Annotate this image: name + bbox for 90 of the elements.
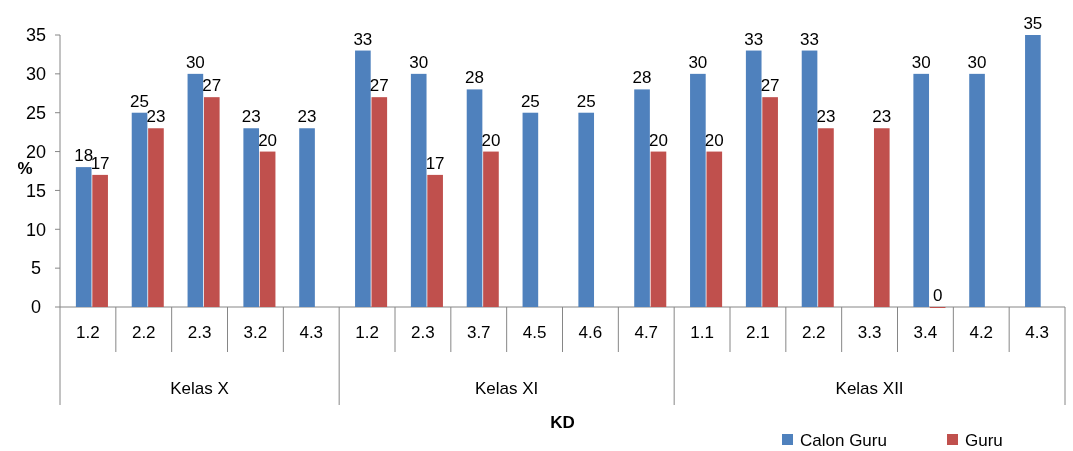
bar <box>75 167 92 307</box>
data-label: 23 <box>872 107 892 127</box>
text: Kelas XI <box>475 378 539 398</box>
x-tick-label: 1.1 <box>690 322 714 342</box>
x-tick-label: 2.3 <box>411 322 435 342</box>
data-label: 23 <box>241 107 261 127</box>
y-tick-label: 0 <box>30 297 42 318</box>
data-label: 25 <box>576 91 596 111</box>
x-tick-label: 2.2 <box>801 322 826 342</box>
data-label: 33 <box>800 29 819 49</box>
x-tick-label: 4.3 <box>1025 322 1049 342</box>
bar <box>873 128 890 307</box>
x-axis-title: KD <box>550 413 575 432</box>
data-label: 33 <box>744 29 764 49</box>
y-tick-label: 15 <box>25 180 47 201</box>
data-label: 30 <box>967 52 987 72</box>
data-label: 20 <box>258 130 278 150</box>
data-label: 28 <box>632 68 652 88</box>
data-label: 27 <box>369 76 389 96</box>
bar <box>762 97 778 307</box>
bar <box>913 73 930 307</box>
y-axis-title: % <box>17 159 33 178</box>
bar <box>466 89 483 307</box>
data-label: 23 <box>816 107 836 127</box>
data-label: 30 <box>688 52 708 72</box>
bar <box>650 151 667 307</box>
bar <box>299 128 315 307</box>
x-tick-label: 2.3 <box>187 322 212 342</box>
x-tick-label: 4.2 <box>969 322 994 342</box>
x-tick-label: 4.6 <box>578 322 603 342</box>
x-tick-label: 1.2 <box>76 322 100 342</box>
bar <box>131 112 148 307</box>
bar <box>259 151 276 307</box>
y-tick-label: 5 <box>30 258 42 279</box>
x-tick-label: 3.7 <box>466 322 491 342</box>
y-tick-label: 30 <box>25 64 47 85</box>
data-label: 27 <box>202 76 222 96</box>
data-label: 30 <box>911 52 931 72</box>
bar <box>203 97 220 307</box>
bar <box>818 128 834 307</box>
text: Kelas XII <box>835 378 904 398</box>
bar <box>148 128 164 307</box>
data-label: 33 <box>353 29 373 49</box>
bar <box>92 174 108 307</box>
bar <box>427 174 443 307</box>
data-label: 20 <box>649 130 668 150</box>
text: Kelas X <box>170 378 229 398</box>
bar <box>969 73 985 307</box>
bar <box>706 151 723 307</box>
data-label: 30 <box>185 52 205 72</box>
x-tick-label: 2.1 <box>746 322 770 342</box>
bar <box>483 151 499 307</box>
y-tick-label: 25 <box>25 103 47 124</box>
bar <box>801 50 818 307</box>
bar <box>355 50 371 307</box>
y-tick-label: 35 <box>25 25 47 46</box>
data-label: 30 <box>409 52 429 72</box>
data-label: 35 <box>1023 14 1043 33</box>
bar <box>371 97 388 307</box>
x-tick-label: 4.7 <box>634 322 659 342</box>
x-tick-label: 3.3 <box>857 322 882 342</box>
data-label: 23 <box>146 107 166 127</box>
legend-label: Guru <box>965 430 1003 450</box>
bar <box>745 50 762 307</box>
data-label: 20 <box>704 130 724 150</box>
data-label: 17 <box>425 153 445 173</box>
legend-label: Calon Guru <box>800 430 887 450</box>
data-label: 20 <box>481 130 501 150</box>
data-label: 0 <box>932 286 943 305</box>
x-tick-label: 2.2 <box>131 322 156 342</box>
y-tick-label: 20 <box>25 141 47 162</box>
bar <box>578 112 595 307</box>
data-label: 27 <box>760 76 780 96</box>
bar <box>410 73 427 307</box>
bar <box>243 128 260 307</box>
bar <box>522 112 539 307</box>
data-label: 28 <box>465 68 484 88</box>
x-tick-label: 4.3 <box>299 322 324 342</box>
bar <box>187 73 204 307</box>
data-label: 25 <box>520 91 540 111</box>
data-label: 23 <box>297 107 317 127</box>
bar <box>634 89 650 307</box>
x-tick-label: 1.2 <box>355 322 379 342</box>
data-label: 25 <box>130 91 149 111</box>
y-tick-label: 10 <box>25 219 47 240</box>
x-tick-label: 3.4 <box>913 322 938 342</box>
x-tick-label: 3.2 <box>243 322 268 342</box>
bar <box>1025 35 1041 307</box>
bar <box>690 73 706 307</box>
x-tick-label: 4.5 <box>522 322 547 342</box>
